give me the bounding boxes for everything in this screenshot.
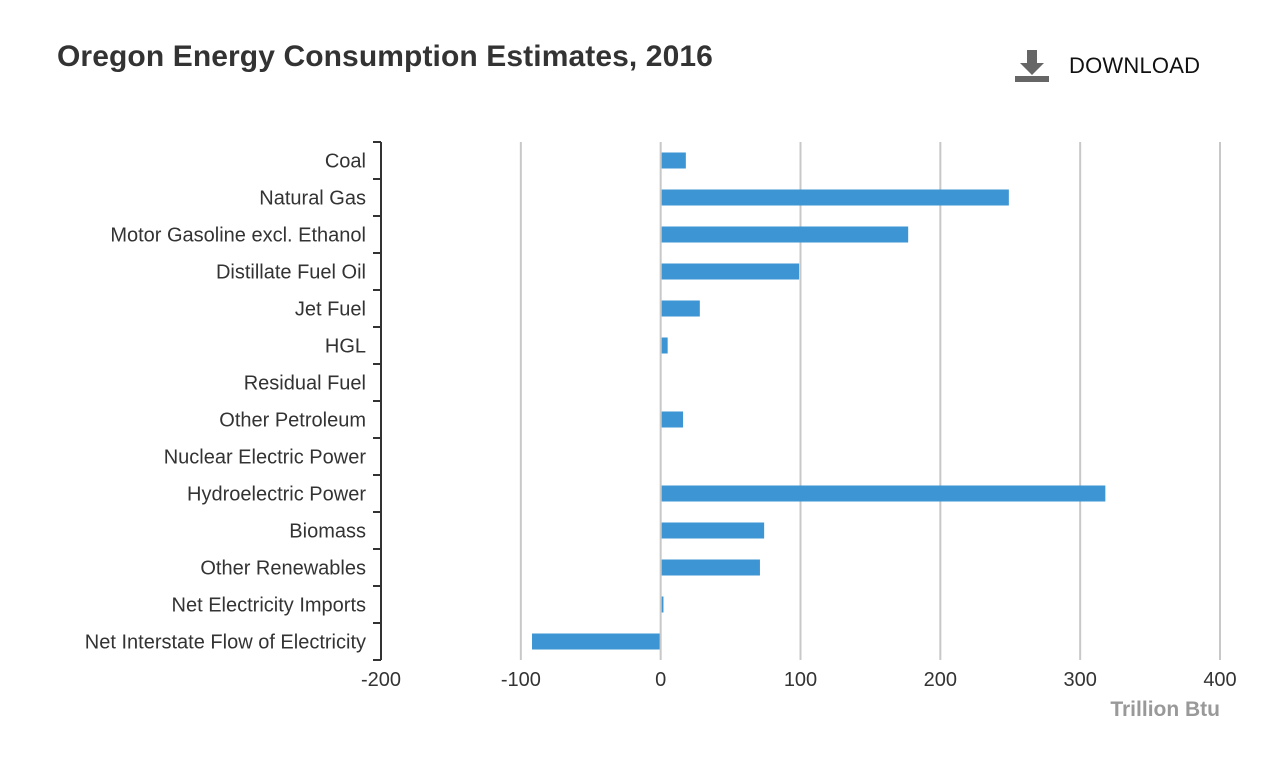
- bar: [661, 226, 909, 243]
- download-icon: [1014, 48, 1050, 84]
- category-label: Net Electricity Imports: [172, 595, 366, 617]
- bar: [661, 189, 1009, 206]
- category-label: Other Renewables: [200, 558, 366, 580]
- bar: [661, 152, 686, 169]
- bar: [661, 411, 684, 428]
- x-tick-label: -200: [361, 669, 401, 691]
- category-label: Residual Fuel: [244, 373, 366, 395]
- category-label: Jet Fuel: [295, 299, 366, 321]
- bar: [661, 485, 1106, 502]
- x-tick-label: 100: [784, 669, 817, 691]
- bar: [661, 559, 760, 576]
- x-tick-label: 300: [1063, 669, 1096, 691]
- x-tick-label: 200: [924, 669, 957, 691]
- category-label: Nuclear Electric Power: [164, 447, 367, 469]
- download-label: DOWNLOAD: [1069, 53, 1201, 78]
- page-title: Oregon Energy Consumption Estimates, 201…: [57, 40, 713, 73]
- category-label: Other Petroleum: [219, 410, 366, 432]
- category-label: Net Interstate Flow of Electricity: [85, 632, 366, 654]
- category-label: Distillate Fuel Oil: [216, 262, 366, 284]
- x-tick-label: 0: [655, 669, 666, 691]
- bar: [661, 596, 664, 613]
- category-label: Natural Gas: [259, 188, 366, 210]
- category-label: Biomass: [289, 521, 366, 543]
- bar: [661, 263, 800, 280]
- category-label: Coal: [325, 151, 366, 173]
- category-label: HGL: [325, 336, 366, 358]
- bar: [661, 300, 700, 317]
- bar: [532, 633, 660, 650]
- category-label: Hydroelectric Power: [187, 484, 366, 506]
- bar: [661, 337, 668, 354]
- category-label: Motor Gasoline excl. Ethanol: [110, 225, 366, 247]
- x-tick-label: -100: [501, 669, 541, 691]
- bar: [661, 522, 765, 539]
- x-tick-label: 400: [1203, 669, 1236, 691]
- x-axis-title: Trillion Btu: [1110, 698, 1220, 721]
- download-button[interactable]: DOWNLOAD: [1014, 48, 1200, 84]
